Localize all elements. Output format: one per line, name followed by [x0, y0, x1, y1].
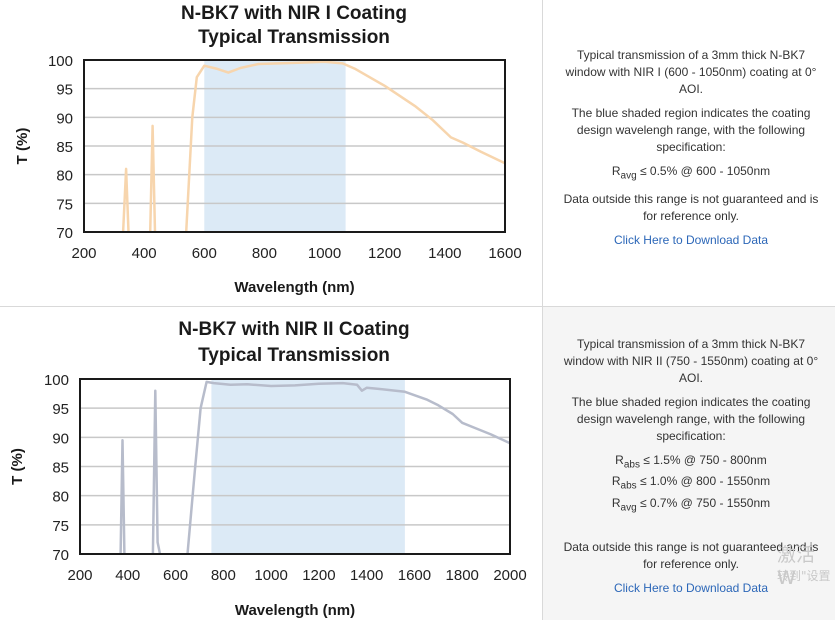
product-row-nir-2: 70 75 80 85 90 95 100 200 400 600 800 1000 1200 1400 1… [0, 307, 835, 620]
x-tick-label: 1200 [302, 567, 335, 584]
y-axis-label: T (%) [9, 448, 26, 485]
description-disclaimer: Data outside this range is not guarantee… [563, 192, 819, 224]
x-tick-label: 600 [163, 567, 188, 584]
description-cell-nir-2: Typical transmission of a 3mm thick N-BK… [543, 307, 835, 620]
chart-cell-nir-2: 70 75 80 85 90 95 100 200 400 600 800 1000 1200 1400 1… [0, 307, 543, 620]
y-tick-label: 90 [52, 430, 69, 447]
spacer [557, 523, 825, 539]
description-cell-nir-1: Typical transmission of a 3mm thick N-BK… [543, 0, 835, 306]
x-tick-label: 800 [211, 567, 236, 584]
product-row-nir-1: 70 75 80 85 90 95 100 200 400 600 800 1000 1200 1400 1… [0, 0, 835, 307]
spec-line: Ravg ≤ 0.5% @ 600 - 1050nm [611, 164, 771, 182]
chart-subtitle: Typical Transmission [198, 345, 390, 366]
y-axis-label: T (%) [14, 128, 31, 165]
x-tick-label: 1200 [368, 245, 401, 262]
chart-nir-2: 70 75 80 85 90 95 100 200 400 600 800 1000 1200 1400 1… [9, 319, 527, 619]
x-tick-label: 200 [71, 245, 96, 262]
spec-list: Ravg ≤ 0.5% @ 600 - 1050nm [557, 163, 825, 184]
x-tick-label: 400 [132, 245, 157, 262]
os-watermark: 激活 W [777, 544, 816, 589]
x-tick-label: 1400 [428, 245, 461, 262]
description-region-note: The blue shaded region indicates the coa… [571, 395, 811, 443]
y-tick-label: 70 [56, 225, 73, 242]
y-tick-label: 95 [56, 82, 73, 99]
x-tick-label: 2000 [493, 567, 526, 584]
description-intro: Typical transmission of a 3mm thick N-BK… [563, 337, 819, 385]
y-tick-label: 85 [52, 460, 69, 477]
transmission-line [148, 124, 157, 233]
transmission-line [121, 167, 130, 233]
description-disclaimer: Data outside this range is not guarantee… [563, 540, 819, 572]
x-tick-label: 200 [67, 567, 92, 584]
spec-line: Rabs ≤ 1.0% @ 800 - 1550nm [611, 474, 771, 492]
spec-line: Ravg ≤ 0.7% @ 750 - 1550nm [611, 495, 771, 514]
description-intro: Typical transmission of a 3mm thick N-BK… [565, 48, 817, 96]
x-tick-label: 1600 [398, 567, 431, 584]
x-axis-label: Wavelength (nm) [235, 602, 355, 619]
x-tick-label: 600 [192, 245, 217, 262]
y-tick-label: 75 [52, 518, 69, 535]
y-tick-label: 70 [52, 547, 69, 564]
download-data-link[interactable]: Click Here to Download Data [613, 233, 769, 248]
y-tick-label: 90 [56, 110, 73, 127]
plot-frame [79, 378, 511, 555]
x-tick-label: 1000 [254, 567, 287, 584]
plot-frame [83, 59, 506, 233]
download-data-link[interactable]: Click Here to Download Data [613, 581, 769, 596]
x-tick-label: 1800 [446, 567, 479, 584]
y-tick-label: 100 [48, 53, 73, 70]
y-tick-label: 85 [56, 139, 73, 156]
description-nir-2: Typical transmission of a 3mm thick N-BK… [557, 336, 825, 604]
transmission-line [184, 60, 506, 233]
transmission-line [186, 380, 511, 555]
x-tick-label: 1400 [350, 567, 383, 584]
chart-nir-1: 70 75 80 85 90 95 100 200 400 600 800 1000 1200 1400 1… [14, 3, 522, 296]
x-tick-label: 1600 [488, 245, 521, 262]
transmission-line [151, 389, 162, 555]
x-tick-label: 400 [115, 567, 140, 584]
spec-list: Rabs ≤ 1.5% @ 750 - 800nm Rabs ≤ 1.0% @ … [557, 452, 825, 516]
x-tick-label: 800 [252, 245, 277, 262]
os-watermark-sub: 转到"设置 [777, 569, 831, 583]
y-tick-label: 95 [52, 401, 69, 418]
x-axis-label: Wavelength (nm) [234, 279, 354, 296]
spec-line: Rabs ≤ 1.5% @ 750 - 800nm [615, 453, 767, 471]
description-region-note: The blue shaded region indicates the coa… [571, 106, 811, 154]
chart-cell-nir-1: 70 75 80 85 90 95 100 200 400 600 800 1000 1200 1400 1… [0, 0, 543, 306]
description-nir-1: Typical transmission of a 3mm thick N-BK… [557, 47, 825, 256]
y-tick-label: 75 [56, 196, 73, 213]
chart-title: N-BK7 with NIR II Coating [178, 319, 409, 340]
y-tick-label: 80 [52, 489, 69, 506]
y-tick-label: 80 [56, 168, 73, 185]
transmission-line [119, 439, 126, 555]
x-tick-label: 1000 [308, 245, 341, 262]
y-tick-label: 100 [44, 372, 69, 389]
chart-title: N-BK7 with NIR I Coating [181, 3, 407, 24]
chart-subtitle: Typical Transmission [198, 27, 390, 48]
